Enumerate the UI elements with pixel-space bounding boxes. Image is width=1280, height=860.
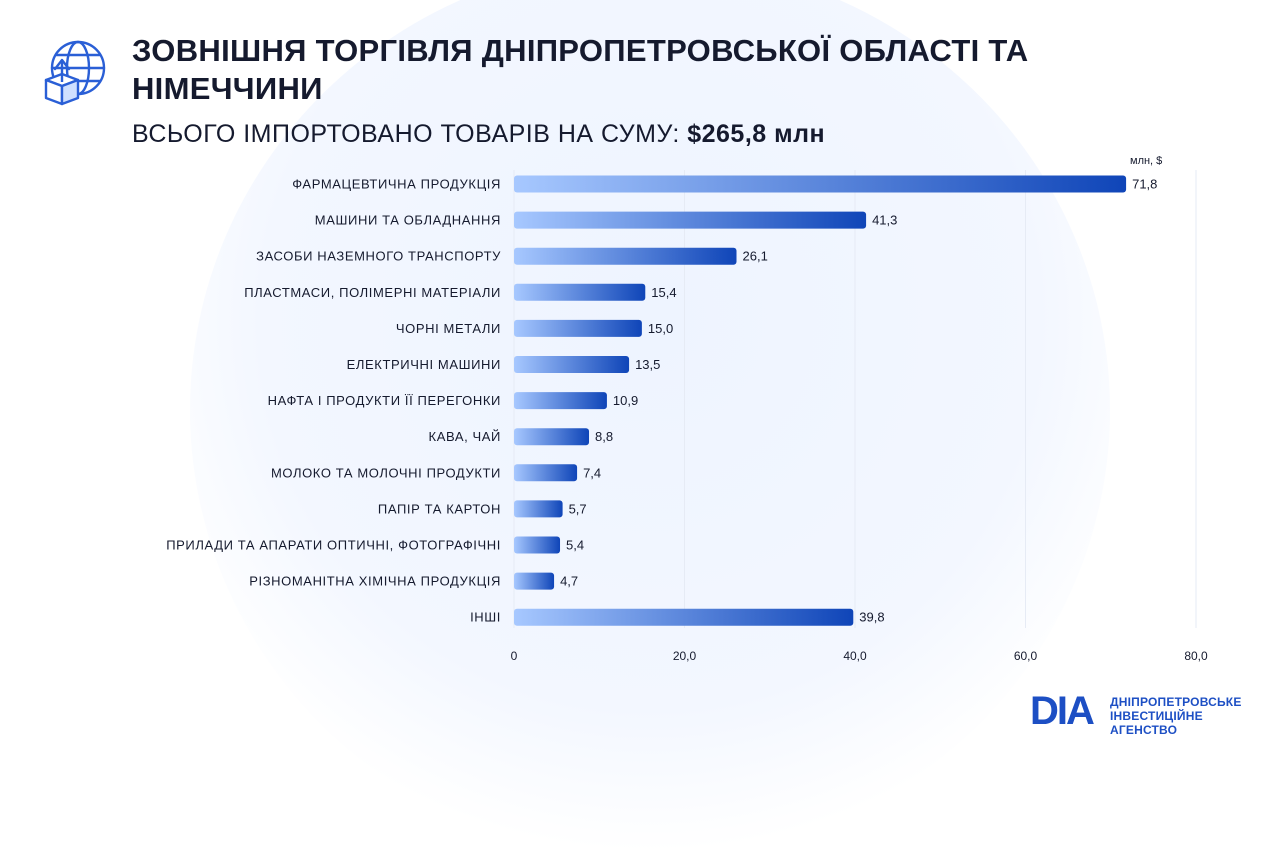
bar: [514, 428, 590, 446]
bar: [514, 356, 630, 373]
category-label: ЗАСОБИ НАЗЕМНОГО ТРАНСПОРТУ: [256, 249, 501, 264]
data-label: 7,4: [583, 465, 601, 480]
category-label: ПРИЛАДИ ТА АПАРАТИ ОПТИЧНІ, ФОТОГРАФІЧНІ: [166, 538, 501, 553]
x-tick-label: 20,0: [673, 649, 697, 663]
category-label: РІЗНОМАНІТНА ХІМІЧНА ПРОДУКЦІЯ: [249, 574, 501, 589]
data-label: 4,7: [560, 574, 578, 589]
bar: [514, 536, 561, 554]
data-label: 13,5: [635, 357, 660, 372]
data-label: 39,8: [859, 610, 884, 625]
category-label: МАШИНИ ТА ОБЛАДНАННЯ: [315, 213, 501, 228]
subtitle-prefix: ВСЬОГО ІМПОРТОВАНО ТОВАРІВ НА СУМУ:: [132, 120, 680, 148]
bar: [514, 211, 867, 229]
data-label: 5,4: [566, 538, 584, 553]
x-tick-label: 40,0: [843, 649, 867, 663]
bar: [514, 464, 578, 482]
category-label: ЧОРНІ МЕТАЛИ: [396, 321, 501, 336]
category-label: НАФТА І ПРОДУКТИ ЇЇ ПЕРЕГОНКИ: [268, 393, 501, 408]
unit-label: млн, $: [1130, 155, 1163, 167]
bar: [514, 572, 555, 590]
category-label: ФАРМАЦЕВТИЧНА ПРОДУКЦІЯ: [292, 177, 501, 192]
data-label: 15,0: [648, 321, 673, 336]
dia-logo-line1: ДНІПРОПЕТРОВСЬКЕ: [1110, 695, 1242, 709]
bar: [514, 392, 607, 410]
data-label: 5,7: [569, 501, 587, 516]
x-tick-label: 0: [511, 649, 518, 663]
bar: [514, 500, 563, 518]
bar: [514, 283, 646, 301]
bar: [514, 319, 642, 337]
globe-box-icon: [44, 40, 106, 106]
data-label: 8,8: [595, 429, 613, 444]
data-label: 71,8: [1132, 177, 1157, 192]
data-label: 10,9: [613, 393, 638, 408]
category-label: КАВА, ЧАЙ: [429, 429, 501, 444]
category-label: ПАПІР ТА КАРТОН: [378, 501, 501, 516]
x-tick-label: 80,0: [1184, 649, 1208, 663]
bar: [514, 247, 737, 265]
dia-logo-mark: DIA: [1030, 689, 1096, 728]
dia-logo: DIA ДНІПРОПЕТРОВСЬКЕ ІНВЕСТИЦІЙНЕ АГЕНСТ…: [1030, 688, 1250, 737]
dia-logo-text: ДНІПРОПЕТРОВСЬКЕ ІНВЕСТИЦІЙНЕ АГЕНСТВО: [1110, 695, 1250, 737]
data-label: 26,1: [743, 249, 768, 264]
dia-logo-line2: ІНВЕСТИЦІЙНЕ АГЕНСТВО: [1110, 709, 1203, 737]
subtitle-amount: $265,8 млн: [687, 120, 826, 148]
bar: [514, 175, 1127, 193]
x-tick-label: 60,0: [1014, 649, 1038, 663]
category-label: ІНШІ: [470, 610, 501, 625]
dia-logo-mark-text: DIA: [1030, 689, 1094, 728]
bar: [514, 608, 854, 626]
category-label: ЕЛЕКТРИЧНІ МАШИНИ: [347, 357, 501, 372]
category-label: МОЛОКО ТА МОЛОЧНІ ПРОДУКТИ: [271, 465, 501, 480]
page-subtitle: ВСЬОГО ІМПОРТОВАНО ТОВАРІВ НА СУМУ: $265…: [132, 118, 825, 150]
category-label: ПЛАСТМАСИ, ПОЛІМЕРНІ МАТЕРІАЛИ: [244, 285, 501, 300]
import-bar-chart: ФАРМАЦЕВТИЧНА ПРОДУКЦІЯ 71,8 МАШИНИ ТА ОБЛ…: [166, 170, 1208, 663]
page-title: ЗОВНІШНЯ ТОРГІВЛЯ ДНІПРОПЕТРОВСЬКОЇ ОБЛА…: [132, 33, 1029, 106]
data-label: 15,4: [651, 285, 676, 300]
data-label: 41,3: [872, 213, 897, 228]
